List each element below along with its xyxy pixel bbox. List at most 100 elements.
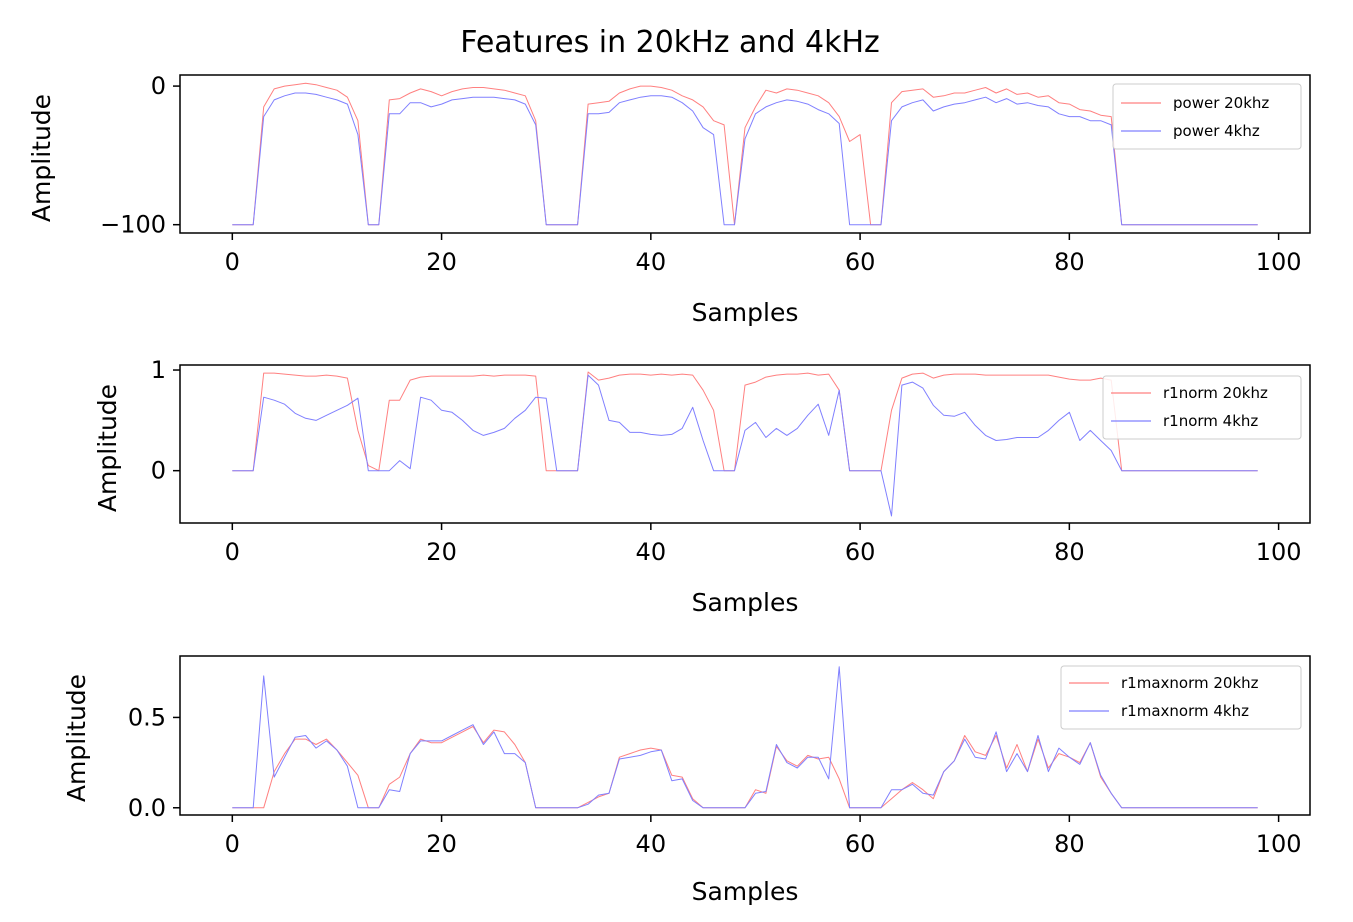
data-point <box>503 427 505 429</box>
data-point <box>472 86 474 88</box>
data-point <box>807 756 809 758</box>
data-point <box>974 89 976 91</box>
data-point <box>932 110 934 112</box>
data-point <box>399 399 401 401</box>
data-point <box>1068 103 1070 105</box>
y-axis-label: Amplitude <box>93 384 122 512</box>
data-point <box>430 740 432 742</box>
data-point <box>828 102 830 104</box>
data-point <box>294 92 296 94</box>
data-point <box>514 752 516 754</box>
data-point <box>723 807 725 809</box>
data-point <box>419 88 421 90</box>
data-point <box>472 429 474 431</box>
data-point <box>472 375 474 377</box>
data-point <box>493 88 495 90</box>
data-point <box>545 470 547 472</box>
data-point <box>880 470 882 472</box>
data-point <box>304 734 306 736</box>
data-point <box>765 106 767 108</box>
data-point <box>315 93 317 95</box>
data-point <box>1162 224 1164 226</box>
data-point <box>1079 439 1081 441</box>
data-point <box>283 85 285 87</box>
data-point <box>765 376 767 378</box>
data-point <box>901 384 903 386</box>
data-point <box>242 470 244 472</box>
data-point <box>1225 807 1227 809</box>
data-point <box>283 403 285 405</box>
data-point <box>283 95 285 97</box>
data-point <box>848 470 850 472</box>
data-point <box>712 470 714 472</box>
axes-frame <box>179 364 1311 524</box>
data-point <box>524 374 526 376</box>
data-point <box>639 96 641 98</box>
data-point <box>1131 224 1133 226</box>
data-point <box>1246 224 1248 226</box>
data-point <box>723 224 725 226</box>
data-point <box>974 756 976 758</box>
data-point <box>943 770 945 772</box>
data-point <box>1016 436 1018 438</box>
data-point <box>660 434 662 436</box>
data-point <box>754 792 756 794</box>
data-point <box>451 99 453 101</box>
data-point <box>953 373 955 375</box>
data-point <box>817 95 819 97</box>
data-point <box>1100 114 1102 116</box>
data-point <box>744 384 746 386</box>
legend-box <box>1102 375 1302 440</box>
data-point <box>953 92 955 94</box>
data-point <box>671 780 673 782</box>
legend-label-series-1: power 4khz <box>1173 122 1260 140</box>
x-axis-label: Samples <box>692 298 799 327</box>
data-point <box>890 409 892 411</box>
data-point <box>890 102 892 104</box>
x-axis-label: Samples <box>692 877 799 906</box>
data-point <box>681 427 683 429</box>
data-point <box>357 429 359 431</box>
data-point <box>482 434 484 436</box>
data-point <box>932 96 934 98</box>
data-point <box>890 515 892 517</box>
data-point <box>922 792 924 794</box>
data-point <box>503 97 505 99</box>
data-point <box>346 761 348 763</box>
data-point <box>346 404 348 406</box>
data-point <box>294 412 296 414</box>
data-point <box>587 113 589 115</box>
data-point <box>440 740 442 742</box>
data-point <box>524 95 526 97</box>
data-point <box>304 417 306 419</box>
data-point <box>597 794 599 796</box>
data-point <box>943 414 945 416</box>
legend: power 20khz power 4khz <box>1112 83 1302 150</box>
data-point <box>461 88 463 90</box>
data-point <box>817 108 819 110</box>
data-point <box>1183 470 1185 472</box>
x-tick-label: 80 <box>1054 830 1085 858</box>
data-point <box>566 224 568 226</box>
data-point <box>838 666 840 668</box>
data-point <box>608 792 610 794</box>
data-point <box>388 789 390 791</box>
data-point <box>346 96 348 98</box>
data-point <box>733 807 735 809</box>
data-point <box>859 224 861 226</box>
data-point <box>754 106 756 108</box>
data-point <box>1026 102 1028 104</box>
data-point <box>304 738 306 740</box>
data-point <box>576 470 578 472</box>
data-point <box>315 419 317 421</box>
data-point <box>1058 113 1060 115</box>
data-point <box>754 381 756 383</box>
data-point <box>911 783 913 785</box>
data-point <box>315 743 317 745</box>
data-point <box>1089 429 1091 431</box>
data-point <box>608 100 610 102</box>
data-point <box>263 675 265 677</box>
data-point <box>984 758 986 760</box>
data-point <box>660 373 662 375</box>
legend-label-series-1: r1maxnorm 4khz <box>1121 702 1249 720</box>
